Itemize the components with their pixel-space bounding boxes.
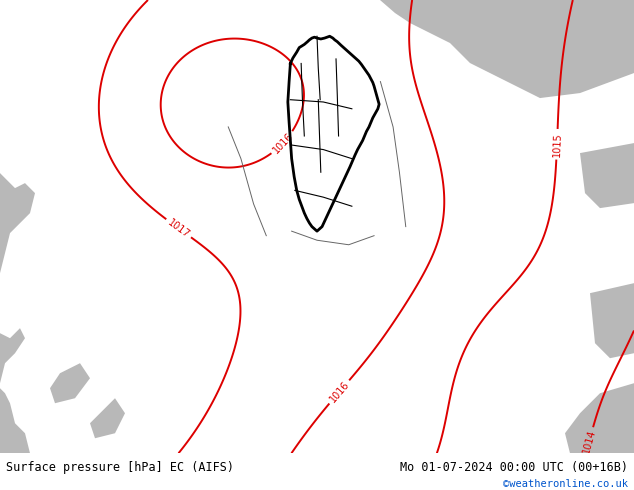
Text: 1014: 1014 — [581, 429, 597, 455]
Text: 1017: 1017 — [165, 217, 191, 240]
Polygon shape — [590, 283, 634, 358]
Polygon shape — [0, 388, 30, 453]
Polygon shape — [50, 363, 90, 403]
Text: Mo 01-07-2024 00:00 UTC (00+16B): Mo 01-07-2024 00:00 UTC (00+16B) — [399, 461, 628, 474]
Text: 1016: 1016 — [271, 131, 295, 155]
Polygon shape — [565, 383, 634, 453]
Polygon shape — [580, 143, 634, 208]
Polygon shape — [0, 283, 25, 383]
Polygon shape — [380, 0, 634, 98]
Text: Surface pressure [hPa] EC (AIFS): Surface pressure [hPa] EC (AIFS) — [6, 461, 235, 474]
Polygon shape — [0, 0, 35, 273]
Text: ©weatheronline.co.uk: ©weatheronline.co.uk — [503, 480, 628, 490]
Polygon shape — [90, 398, 125, 438]
Text: 1015: 1015 — [552, 132, 562, 157]
Text: 1016: 1016 — [328, 379, 351, 404]
